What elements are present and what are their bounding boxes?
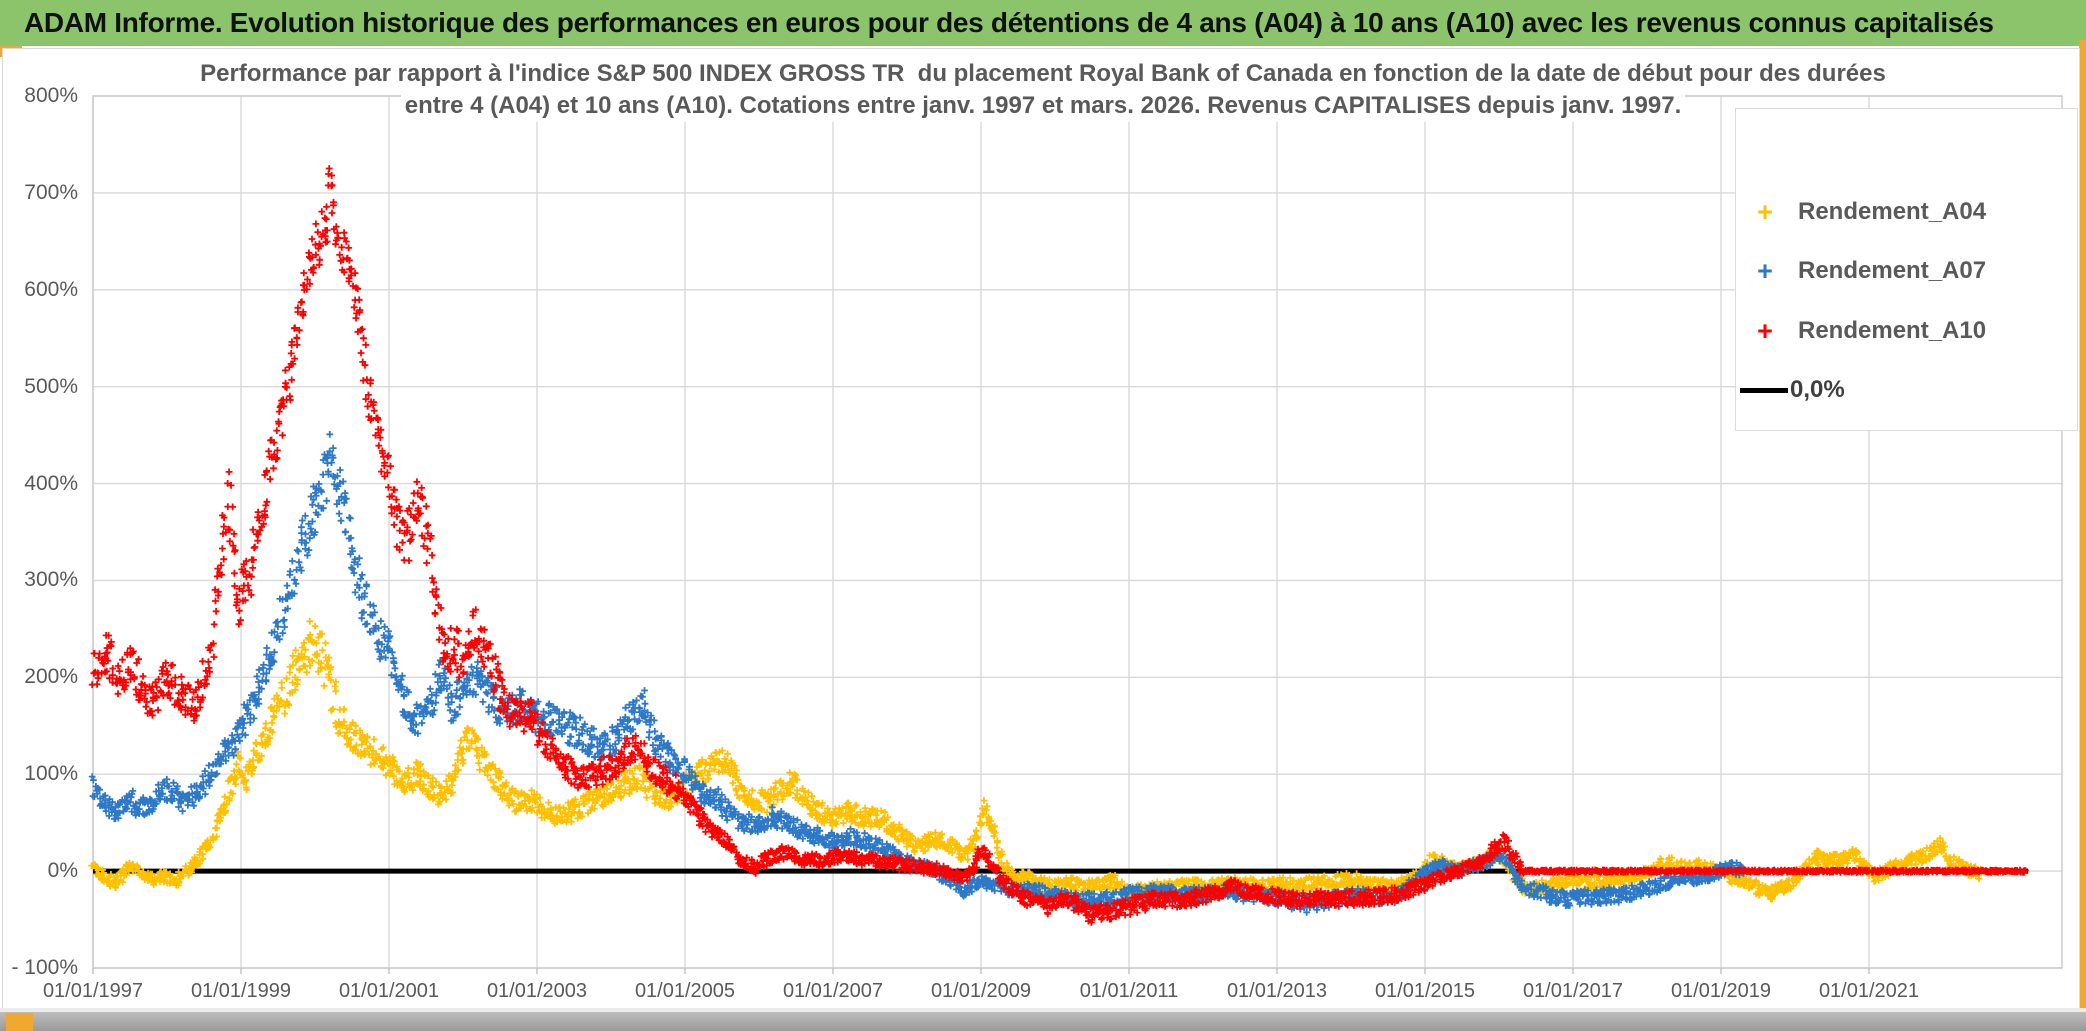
x-tick-label: 01/01/2003: [486, 980, 588, 1002]
plus-marker-blue-icon: +: [1757, 256, 1773, 286]
y-tick-label: 400%: [24, 471, 78, 495]
legend-item-rendement-a07[interactable]: + Rendement_A07: [1736, 251, 2077, 291]
y-tick-label: 700%: [24, 180, 78, 204]
legend-item-rendement-a10[interactable]: + Rendement_A10: [1736, 311, 2077, 351]
y-tick-label: 300%: [24, 568, 78, 592]
gold-edge-right: [2079, 40, 2086, 1008]
y-tick-label: 100%: [24, 762, 78, 786]
black-line-icon: [1740, 387, 1788, 393]
x-tick-label: 01/01/2015: [1374, 980, 1476, 1002]
x-tick-label: 01/01/2011: [1079, 980, 1179, 1002]
legend-item-zero-line[interactable]: 0,0%: [1736, 370, 2077, 410]
series-Rendement_A10: [88, 165, 2029, 926]
series-Rendement_A04: [88, 617, 1985, 905]
x-tick-label: 01/01/2007: [782, 980, 884, 1002]
x-tick-label: 01/01/2017: [1522, 980, 1624, 1002]
x-tick-label: 01/01/1997: [42, 980, 144, 1002]
plus-marker-red-icon: +: [1757, 316, 1773, 346]
x-tick-label: 01/01/2013: [1226, 980, 1328, 1002]
bottom-scroll-band[interactable]: [0, 1012, 2086, 1031]
y-tick-label: 0%: [47, 859, 78, 883]
x-tick-label: 01/01/2005: [634, 980, 736, 1002]
y-tick-label: 200%: [24, 665, 78, 689]
x-tick-label: 01/01/2001: [338, 980, 440, 1002]
legend-label-a07: Rendement_A07: [1798, 257, 1987, 284]
x-tick-label: 01/01/2009: [930, 980, 1032, 1002]
x-tick-label: 01/01/2021: [1818, 980, 1920, 1002]
legend-label-a10: Rendement_A10: [1798, 317, 1987, 344]
y-tick-label: 600%: [24, 277, 78, 301]
x-tick-label: 01/01/2019: [1670, 980, 1772, 1002]
legend-label-zero: 0,0%: [1790, 376, 1845, 403]
legend-item-rendement-a04[interactable]: + Rendement_A04: [1736, 192, 2077, 232]
y-tick-label: 800%: [24, 84, 78, 107]
legend-label-a04: Rendement_A04: [1798, 198, 1987, 225]
y-tick-label: - 100%: [11, 956, 78, 979]
bottom-divider: [0, 1008, 2086, 1012]
x-tick-label: 01/01/1999: [190, 980, 292, 1002]
y-tick-label: 500%: [24, 374, 78, 398]
gold-corner-bottom-left: [6, 1013, 33, 1031]
chart-legend[interactable]: + Rendement_A04 + Rendement_A07 + Rendem…: [1735, 108, 2078, 431]
plus-marker-yellow-icon: +: [1757, 197, 1773, 227]
report-title-bar: ADAM Informe. Evolution historique des p…: [0, 0, 2086, 46]
chart-object[interactable]: [2, 48, 2080, 1010]
report-title: ADAM Informe. Evolution historique des p…: [24, 7, 1994, 38]
